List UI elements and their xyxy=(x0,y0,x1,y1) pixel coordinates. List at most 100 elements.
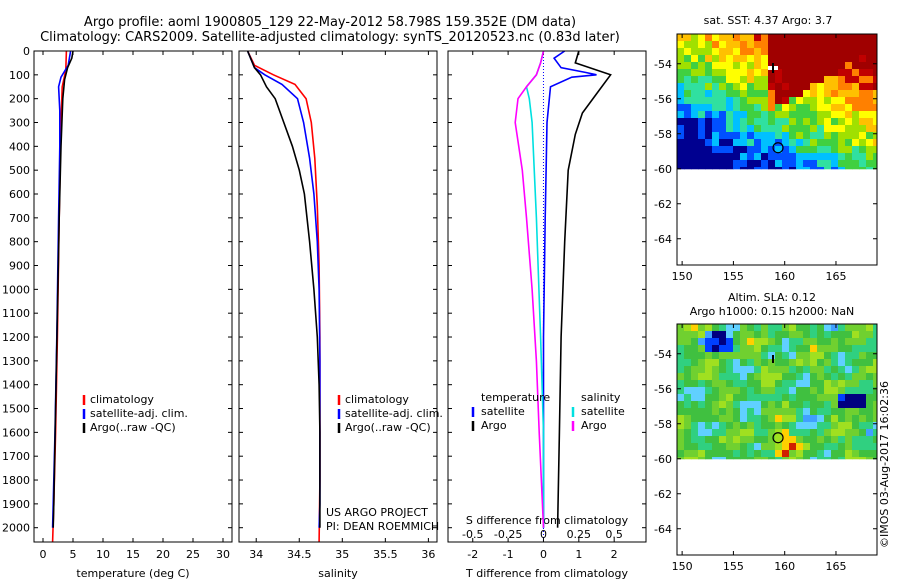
heatmap-cell xyxy=(810,380,818,388)
heatmap-cell xyxy=(719,457,727,460)
heatmap-cell xyxy=(684,415,692,423)
heatmap-cell xyxy=(712,160,720,168)
heatmap-cell xyxy=(803,387,811,395)
heatmap-cell xyxy=(873,48,878,56)
heatmap-cell xyxy=(817,55,825,63)
heatmap-cell xyxy=(789,167,797,170)
heatmap-cell xyxy=(761,76,769,84)
heatmap-cell xyxy=(831,62,839,70)
heatmap-cell xyxy=(796,324,804,332)
legend-label: climatology xyxy=(90,393,154,406)
depth-tick-label: 800 xyxy=(9,236,30,249)
heatmap-cell xyxy=(754,55,762,63)
heatmap-cell xyxy=(698,125,706,133)
heatmap-cell xyxy=(824,443,832,451)
heatmap-cell xyxy=(803,111,811,119)
heatmap-cell xyxy=(719,429,727,437)
heatmap-cell xyxy=(824,436,832,444)
heatmap-cell xyxy=(733,167,741,170)
heatmap-cell xyxy=(859,457,867,460)
heatmap-cell xyxy=(726,345,734,353)
heatmap-cell xyxy=(747,41,755,49)
heatmap-cell xyxy=(845,401,853,409)
heatmap-cell xyxy=(705,415,713,423)
heatmap-cell xyxy=(831,359,839,367)
heatmap-cell xyxy=(775,359,783,367)
heatmap-cell xyxy=(698,366,706,374)
heatmap-cell xyxy=(852,167,860,170)
heatmap-cell xyxy=(838,331,846,339)
heatmap-cell xyxy=(845,415,853,423)
heatmap-cell xyxy=(796,48,804,56)
heatmap-cell xyxy=(719,62,727,70)
heatmap-cell xyxy=(712,331,720,339)
heatmap-cell xyxy=(789,380,797,388)
heatmap-cell xyxy=(761,139,769,147)
heatmap-cell xyxy=(698,153,706,161)
heatmap-cell xyxy=(831,104,839,112)
heatmap-cell xyxy=(677,111,685,119)
heatmap-cell xyxy=(712,139,720,147)
heatmap-cell xyxy=(684,352,692,360)
heatmap-cell xyxy=(698,373,706,381)
heatmap-cell xyxy=(768,338,776,346)
heatmap-cell xyxy=(838,429,846,437)
depth-tick-label: 300 xyxy=(9,117,30,130)
heatmap-cell xyxy=(698,146,706,154)
heatmap-cell xyxy=(733,41,741,49)
heatmap-cell xyxy=(873,443,878,451)
heatmap-cell xyxy=(768,352,776,360)
depth-tick-label: 900 xyxy=(9,260,30,273)
heatmap-cell xyxy=(817,387,825,395)
heatmap-cell xyxy=(789,90,797,98)
heatmap-cell xyxy=(768,34,776,42)
heatmap-cell xyxy=(866,324,874,332)
heatmap-cell xyxy=(698,97,706,105)
heatmap-cell xyxy=(698,387,706,395)
heatmap-cell xyxy=(859,160,867,168)
heatmap-cell xyxy=(782,387,790,395)
heatmap-cell xyxy=(838,380,846,388)
heatmap-cell xyxy=(740,153,748,161)
heatmap-cell xyxy=(747,345,755,353)
heatmap-cell xyxy=(838,41,846,49)
heatmap-cell xyxy=(698,55,706,63)
heatmap-cell xyxy=(859,83,867,91)
map-x-tick-label: 165 xyxy=(825,270,846,283)
heatmap-cell xyxy=(810,457,818,460)
depth-axis xyxy=(239,50,437,529)
heatmap-cell xyxy=(782,401,790,409)
heatmap-cell xyxy=(810,366,818,374)
heatmap-cell xyxy=(810,48,818,56)
heatmap-cell xyxy=(677,457,685,460)
heatmap-cell xyxy=(698,429,706,437)
heatmap-cell xyxy=(726,380,734,388)
heatmap-cell xyxy=(803,366,811,374)
heatmap-cell xyxy=(782,352,790,360)
heatmap-cell xyxy=(831,352,839,360)
heatmap-cell xyxy=(705,450,713,458)
heatmap-cell xyxy=(761,48,769,56)
heatmap-cell xyxy=(845,366,853,374)
heatmap-cell xyxy=(691,139,699,147)
map-y-tick-label: -54 xyxy=(654,348,672,361)
heatmap-cell xyxy=(803,401,811,409)
heatmap-cell xyxy=(803,118,811,126)
heatmap-cell xyxy=(698,345,706,353)
heatmap-cell xyxy=(719,443,727,451)
heatmap-cell xyxy=(866,34,874,42)
heatmap-cell xyxy=(733,373,741,381)
heatmap-cell xyxy=(698,352,706,360)
heatmap-cell xyxy=(698,83,706,91)
credit-stamp: ©IMOS 03-Aug-2017 16:02:36 xyxy=(878,381,891,548)
heatmap-cell xyxy=(684,408,692,416)
heatmap-cell xyxy=(712,55,720,63)
heatmap-cell xyxy=(789,111,797,119)
heatmap-cell xyxy=(754,359,762,367)
heatmap-cell xyxy=(691,48,699,56)
heatmap-cell xyxy=(761,125,769,133)
heatmap-cell xyxy=(845,352,853,360)
heatmap-cell xyxy=(775,331,783,339)
heatmap-cell xyxy=(740,436,748,444)
heatmap-cell xyxy=(726,415,734,423)
